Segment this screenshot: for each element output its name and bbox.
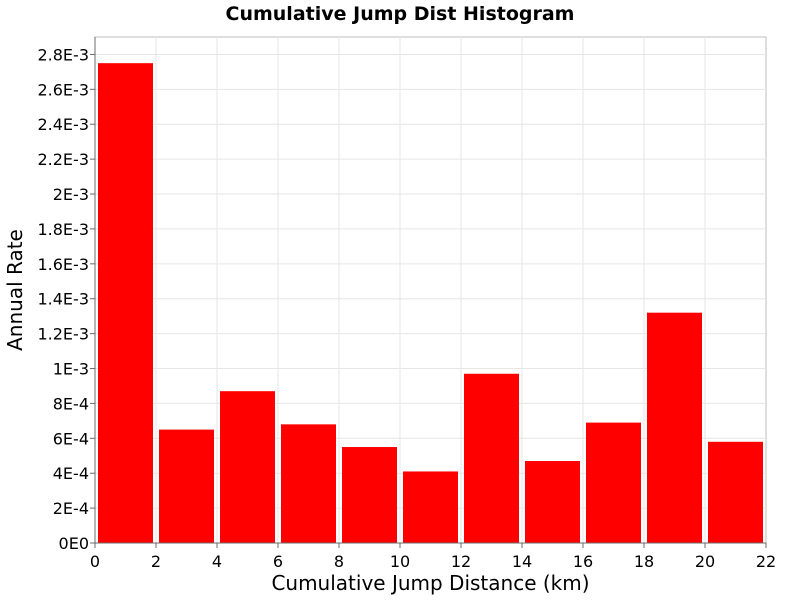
histogram-bar-1 <box>159 429 214 543</box>
y-tick-label: 1.6E-3 <box>37 255 89 274</box>
y-axis-ticks: 0E0 2E-4 4E-4 6E-4 8E-4 1E-3 1.2E-3 1.4E-3 1.6E-… <box>37 45 95 553</box>
axes <box>94 37 766 544</box>
y-tick-label: 4E-4 <box>53 464 89 483</box>
chart-title: Cumulative Jump Dist Histogram <box>226 3 575 25</box>
histogram-bar-0 <box>98 63 153 543</box>
x-tick-label: 2 <box>151 552 161 571</box>
y-tick-label: 2E-3 <box>53 185 89 204</box>
y-tick-label: 6E-4 <box>53 429 89 448</box>
y-tick-label: 1.2E-3 <box>37 325 89 344</box>
histogram-bar-8 <box>586 422 641 543</box>
histogram-bar-3 <box>281 424 336 543</box>
grid-lines <box>95 37 766 543</box>
y-tick-label: 2E-4 <box>53 499 89 518</box>
y-tick-label: 1.8E-3 <box>37 220 89 239</box>
x-tick-label: 10 <box>390 552 410 571</box>
x-tick-label: 22 <box>756 552 776 571</box>
histogram-bar-7 <box>525 460 580 543</box>
x-tick-label: 14 <box>512 552 532 571</box>
x-tick-label: 16 <box>573 552 593 571</box>
y-tick-label: 0E0 <box>59 534 89 553</box>
x-tick-label: 4 <box>212 552 222 571</box>
y-tick-label: 2.6E-3 <box>37 80 89 99</box>
y-tick-label: 1E-3 <box>53 360 89 379</box>
x-axis-label: Cumulative Jump Distance (km) <box>271 571 589 595</box>
y-tick-label: 2.2E-3 <box>37 150 89 169</box>
x-tick-label: 12 <box>451 552 471 571</box>
bar-series <box>98 63 763 543</box>
histogram-bar-4 <box>342 447 397 543</box>
y-tick-label: 8E-4 <box>53 394 89 413</box>
x-tick-label: 20 <box>695 552 715 571</box>
x-tick-label: 0 <box>90 552 100 571</box>
y-tick-label: 2.8E-3 <box>37 45 89 64</box>
x-tick-label: 6 <box>273 552 283 571</box>
histogram-bar-2 <box>220 391 275 543</box>
histogram-bar-9 <box>647 312 702 543</box>
x-tick-label: 8 <box>334 552 344 571</box>
x-axis-ticks: 0 2 4 6 8 10 12 14 16 18 20 22 <box>90 543 776 571</box>
y-tick-label: 2.4E-3 <box>37 115 89 134</box>
y-tick-label: 1.4E-3 <box>37 290 89 309</box>
x-tick-label: 18 <box>634 552 654 571</box>
histogram-bar-5 <box>403 471 458 543</box>
y-axis-label: Annual Rate <box>3 229 27 351</box>
histogram-bar-6 <box>464 373 519 543</box>
histogram-bar-10 <box>708 441 763 543</box>
